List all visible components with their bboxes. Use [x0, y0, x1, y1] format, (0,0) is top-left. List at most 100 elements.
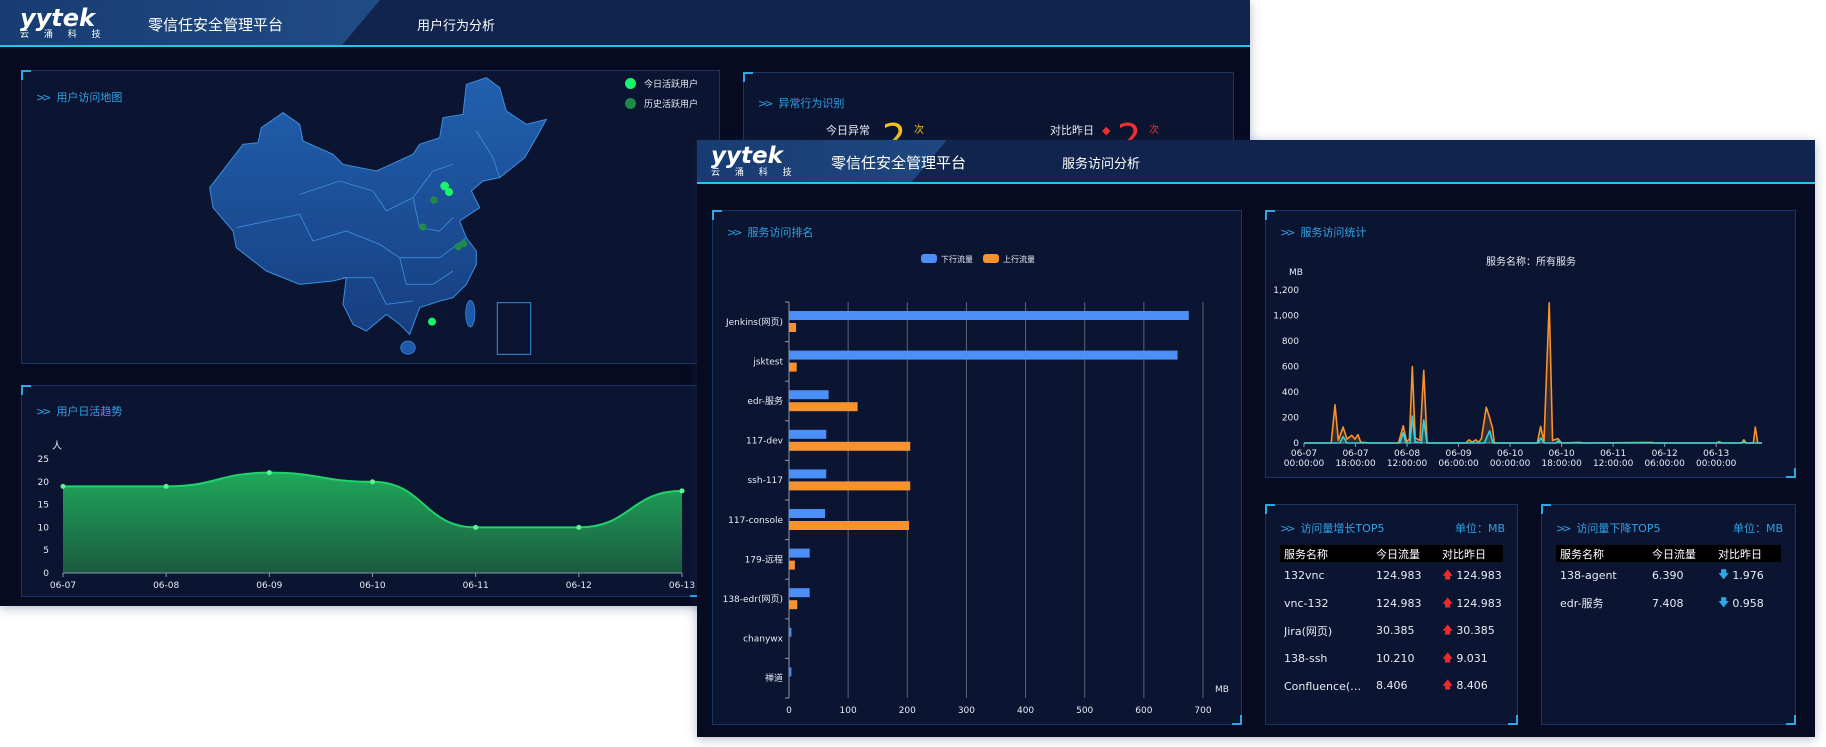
x-tick-time: 18:00:00	[1541, 459, 1582, 469]
legend-swatch	[921, 254, 937, 263]
category-label: 117-dev	[746, 437, 784, 447]
x-tick-date: 06-08	[1394, 449, 1420, 459]
x-tick-time: 12:00:00	[1593, 459, 1634, 469]
table-header: 服务名称 今日流量 对比昨日	[1556, 545, 1781, 562]
compare-value: 1.976	[1732, 569, 1764, 583]
x-tick-time: 06:00:00	[1644, 459, 1685, 469]
today-traffic: 7.408	[1652, 596, 1684, 610]
unit-label: 单位：MB	[1732, 522, 1783, 535]
today-traffic: 6.390	[1652, 569, 1684, 583]
map-mainland	[209, 77, 548, 336]
series-line-1	[1304, 415, 1762, 444]
bar-download	[789, 667, 792, 677]
trend-point	[370, 479, 375, 485]
compare-value: 8.406	[1456, 679, 1488, 693]
today-traffic: 124.983	[1376, 596, 1422, 610]
category-label: Jenkins(网页)	[725, 317, 783, 328]
y-tick-label: 15	[38, 501, 49, 511]
arrow-up-icon: 🡅	[1442, 595, 1454, 609]
table-row: Confluence(网页) 8.406 🡅 8.406	[1280, 672, 1503, 700]
today-traffic: 8.406	[1376, 679, 1408, 693]
arrow-up-icon: 🡅	[1442, 568, 1454, 582]
bar-download	[789, 588, 810, 598]
x-tick-label: 06-11	[463, 581, 489, 591]
service-stats-panel: >> 服务访问统计 服务名称：所有服务 MB 0 200 400 600 800 1,000 1,…	[1265, 210, 1796, 478]
double-chevron-icon: >>	[758, 96, 774, 110]
logo: yytek 云 涌 科 技	[711, 143, 798, 178]
page-title: 用户行为分析	[417, 19, 496, 34]
bar-upload	[789, 560, 795, 570]
legend-dot-history	[625, 97, 636, 109]
service-traffic-chart: 服务名称：所有服务MB02004006008001,0001,20006-070…	[1273, 255, 1762, 469]
x-tick-label: 500	[1076, 706, 1093, 716]
arrow-up-icon: 🡅	[1442, 678, 1454, 692]
x-tick-label: 200	[899, 706, 916, 716]
compare-value: 124.983	[1456, 596, 1502, 610]
y-axis-label: 人	[52, 440, 62, 452]
today-traffic: 124.983	[1376, 569, 1422, 583]
table-row: edr-服务 7.408 🡇 0.958	[1556, 590, 1781, 618]
category-label: edr-服务	[747, 395, 783, 407]
y-tick-label: 200	[1282, 414, 1299, 424]
x-tick-label: 400	[1017, 706, 1034, 716]
bar-download	[789, 548, 810, 558]
y-tick-label: 20	[38, 478, 50, 488]
y-tick-label: 400	[1282, 388, 1299, 398]
unit-label: 单位：MB	[1454, 522, 1505, 535]
y-tick-label: 0	[1293, 439, 1299, 449]
bar-upload	[789, 402, 858, 412]
double-chevron-icon: >>	[727, 225, 743, 239]
double-chevron-icon: >>	[1556, 521, 1572, 535]
x-tick-label: 06-07	[50, 581, 76, 591]
category-label: chanywx	[743, 635, 784, 645]
page-title: 服务访问分析	[1062, 157, 1141, 172]
arrow-up-icon: 🡅	[1442, 623, 1454, 637]
bar-upload	[789, 481, 911, 491]
top5-decrease-table: 服务名称 今日流量 对比昨日 138-agent 6.390 🡇 1.976 edr-服务 7…	[1556, 545, 1781, 617]
double-chevron-icon: >>	[1280, 225, 1296, 239]
x-tick-date: 06-13	[1703, 449, 1729, 459]
x-tick-label: 06-08	[153, 581, 179, 591]
service-name: vnc-132	[1284, 596, 1329, 610]
bar-download	[789, 390, 829, 400]
y-tick-label: 5	[43, 546, 49, 556]
daily-active-chart: 人 0 5 10 15 20 25 06-07 06-08 06-09 06-10 06-11 06-1…	[38, 440, 696, 591]
header: yytek 云 涌 科 技 零信任安全管理平台 用户行为分析	[0, 0, 1250, 47]
today-traffic: 30.385	[1376, 624, 1415, 638]
y-tick-label: 800	[1282, 337, 1299, 347]
compare-value: 0.958	[1732, 596, 1764, 610]
bar-upload	[789, 323, 797, 332]
arrow-down-icon: 🡇	[1718, 568, 1730, 582]
legend-dot-today	[625, 77, 636, 89]
trend-point	[60, 483, 66, 489]
bar-upload	[789, 521, 910, 530]
category-label: 禅道	[765, 672, 783, 684]
logo: yytek 云 涌 科 技	[20, 4, 107, 40]
x-tick-time: 12:00:00	[1387, 459, 1428, 469]
x-tick-label: 06-12	[566, 581, 592, 591]
compare-value: 30.385	[1456, 624, 1495, 638]
x-axis-unit: MB	[1215, 685, 1229, 695]
service-name: edr-服务	[1560, 597, 1604, 611]
province-borders	[236, 130, 501, 305]
x-tick-label: 100	[840, 706, 857, 716]
compare-unit: 次	[1149, 125, 1159, 136]
x-tick-label: 06-09	[256, 581, 282, 591]
trend-point	[576, 524, 582, 530]
service-name: Confluence(网页)	[1284, 679, 1376, 693]
bar-upload	[789, 362, 797, 372]
south-sea-inset	[496, 302, 532, 355]
x-tick-label: 600	[1135, 706, 1152, 716]
y-tick-label: 25	[38, 455, 49, 465]
table-row: Jira(网页) 30.385 🡅 30.385	[1280, 617, 1503, 645]
legend-label: 下行流量	[941, 254, 973, 264]
arrow-down-icon: 🡇	[1718, 595, 1730, 609]
map-taiwan	[465, 299, 476, 328]
y-tick-label: 0	[43, 569, 49, 579]
bar-download	[789, 469, 827, 479]
category-label: 179-远程	[745, 554, 783, 565]
series-line-0	[1304, 301, 1762, 444]
bar-upload	[789, 600, 798, 610]
x-tick-label: 06-13	[669, 581, 695, 591]
compare-value: 124.983	[1456, 569, 1502, 583]
